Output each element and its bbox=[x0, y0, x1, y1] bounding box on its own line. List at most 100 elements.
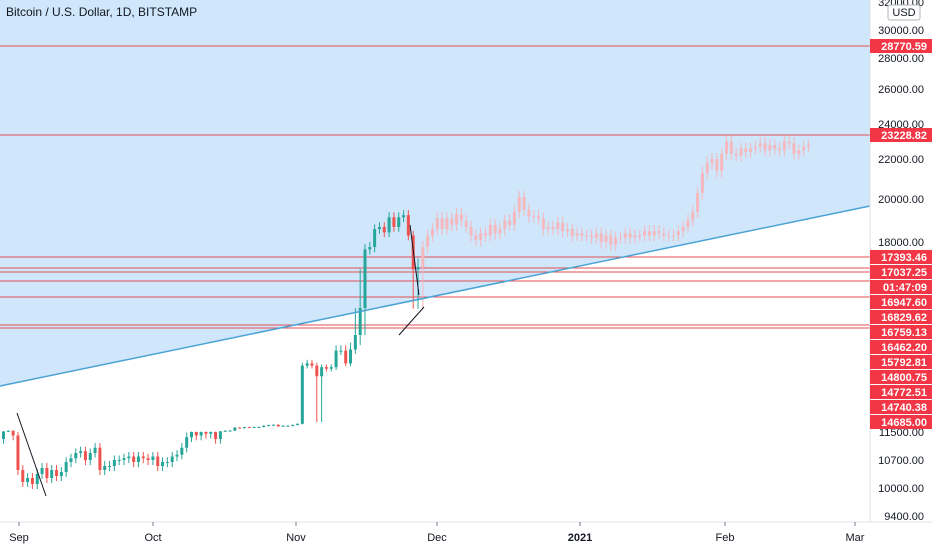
candle-body bbox=[26, 478, 30, 482]
drawing-line-nov[interactable] bbox=[398, 306, 425, 336]
projection-body bbox=[537, 216, 541, 219]
price-label-text: 16947.60 bbox=[881, 297, 927, 309]
projection-body bbox=[643, 231, 647, 236]
candle-body bbox=[349, 349, 353, 364]
projection-body bbox=[667, 235, 671, 237]
date-tick-label: Feb bbox=[716, 532, 735, 544]
projection-body bbox=[633, 235, 637, 238]
horizontal-levels bbox=[0, 45, 870, 329]
projection-body bbox=[729, 141, 733, 154]
candle-body bbox=[117, 460, 121, 461]
candle-body bbox=[416, 267, 420, 270]
candle-body bbox=[392, 217, 396, 227]
projection-series bbox=[421, 135, 810, 309]
candle-body bbox=[334, 350, 338, 368]
candle-body bbox=[161, 462, 165, 466]
price-label-badge bbox=[870, 39, 932, 53]
candle-body bbox=[11, 430, 15, 436]
date-tick-label: Oct bbox=[144, 532, 161, 544]
candle-body bbox=[146, 458, 150, 460]
candle-body bbox=[373, 229, 377, 247]
trendline[interactable] bbox=[0, 205, 871, 387]
candle-body bbox=[2, 431, 5, 439]
projection-body bbox=[455, 214, 459, 225]
candle-body bbox=[223, 430, 227, 432]
projection-body bbox=[778, 148, 782, 151]
date-tick-label: Mar bbox=[846, 532, 865, 544]
projection-body bbox=[705, 163, 709, 173]
projection-body bbox=[749, 148, 753, 152]
projection-body bbox=[758, 143, 762, 147]
projection-body bbox=[710, 159, 714, 163]
currency-label: USD bbox=[892, 7, 915, 19]
candle-body bbox=[257, 426, 261, 428]
candle-body bbox=[387, 217, 391, 233]
price-label-text: 15792.81 bbox=[881, 357, 927, 369]
candle-body bbox=[83, 451, 87, 460]
projection-body bbox=[652, 231, 656, 236]
price-label-badge bbox=[870, 415, 932, 429]
candle-body bbox=[156, 456, 160, 466]
price-label-text: 17393.46 bbox=[881, 252, 927, 264]
chart-title: Bitcoin / U.S. Dollar, 1D, BITSTAMP bbox=[6, 5, 198, 19]
candle-body bbox=[228, 430, 232, 432]
price-tick-label: 20000.00 bbox=[878, 194, 924, 206]
projection-body bbox=[806, 145, 810, 147]
price-label-badge bbox=[870, 280, 932, 294]
projection-body bbox=[782, 141, 786, 151]
candle-body bbox=[40, 468, 44, 474]
price-label-text: 14740.38 bbox=[881, 402, 927, 414]
candle-body bbox=[276, 424, 280, 427]
projection-body bbox=[647, 231, 651, 236]
projection-body bbox=[464, 220, 468, 227]
drawing-line-drop[interactable] bbox=[409, 224, 420, 296]
candle-body bbox=[209, 432, 213, 434]
price-label-text: 23228.82 bbox=[881, 130, 927, 142]
projection-body bbox=[479, 233, 483, 240]
projection-body bbox=[590, 235, 594, 238]
candle-body bbox=[286, 425, 290, 427]
time-axis[interactable] bbox=[0, 522, 870, 550]
candle-body bbox=[88, 453, 92, 460]
price-tick-label: 10700.00 bbox=[878, 455, 924, 467]
projection-body bbox=[445, 218, 449, 230]
projection-body bbox=[459, 214, 463, 221]
candle-body bbox=[16, 435, 20, 470]
currency-badge[interactable] bbox=[887, 4, 921, 21]
projection-body bbox=[527, 209, 531, 217]
projection-body bbox=[753, 146, 757, 149]
candle-body bbox=[377, 226, 381, 230]
projection-body bbox=[512, 211, 516, 225]
candle-body bbox=[305, 363, 309, 366]
price-tick-label: 30000.00 bbox=[878, 25, 924, 37]
candle-body bbox=[406, 215, 410, 236]
projection-body bbox=[671, 235, 675, 237]
projection-body bbox=[792, 143, 796, 154]
projection-body bbox=[802, 146, 806, 151]
candle-body bbox=[247, 427, 251, 429]
projection-body bbox=[797, 150, 801, 154]
candle-body bbox=[93, 447, 97, 453]
drawing-line-sep[interactable] bbox=[16, 412, 47, 497]
price-label-text: 16829.62 bbox=[881, 312, 927, 324]
projection-body bbox=[725, 141, 728, 154]
projection-body bbox=[676, 231, 680, 236]
projection-body bbox=[565, 229, 569, 232]
candle-body bbox=[271, 424, 275, 426]
projection-body bbox=[691, 211, 695, 221]
candle-body bbox=[74, 453, 78, 459]
price-tick-label: 9400.00 bbox=[884, 511, 924, 523]
projection-body bbox=[599, 233, 603, 242]
projection-body bbox=[430, 229, 434, 236]
candle-body bbox=[6, 430, 10, 432]
candle-body bbox=[136, 456, 140, 462]
projection-body bbox=[594, 233, 598, 238]
projection-body bbox=[522, 197, 526, 210]
projection-body bbox=[551, 226, 555, 230]
price-label-text: 16462.20 bbox=[881, 342, 927, 354]
candle-body bbox=[59, 472, 63, 476]
price-label-badge bbox=[870, 340, 932, 354]
projection-body bbox=[450, 218, 454, 225]
projection-body bbox=[686, 220, 690, 227]
